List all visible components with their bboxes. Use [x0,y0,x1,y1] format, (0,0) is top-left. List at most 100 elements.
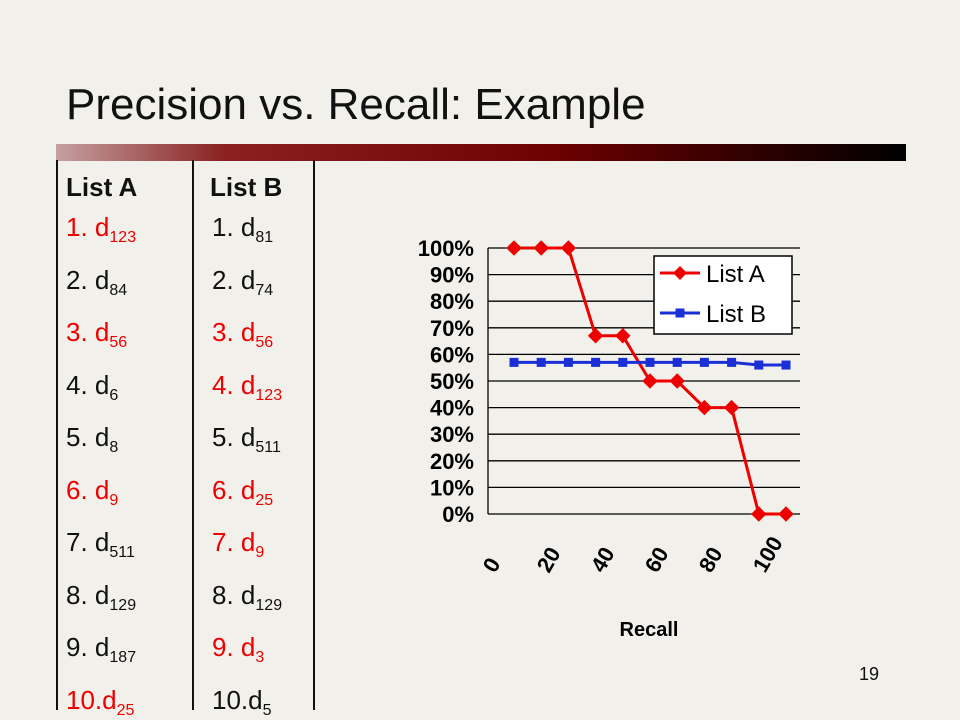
y-tick-label: 30% [430,422,474,447]
y-tick-label: 10% [430,475,474,500]
rank-number: 8. [212,579,234,610]
list-item: 4. d6 [66,369,119,404]
list-item: 8. d129 [212,579,283,614]
list-item: 9. d3 [212,632,264,666]
rank-number: 8. [66,579,88,610]
doc-id-subscript: 187 [109,649,137,666]
doc-id: d [94,579,110,610]
data-point-list-b [509,357,519,367]
x-tick-label: 60 [640,543,674,577]
doc-id: d [248,684,263,715]
list-item: 9. d187 [66,632,137,666]
data-point-list-b [781,360,791,370]
doc-id-subscript: 511 [109,544,135,561]
data-point-list-b [536,357,546,367]
rank-number: 7. [66,527,88,557]
doc-id: d [240,369,256,400]
doc-id-subscript: 123 [109,229,137,246]
list-b-header: List B [210,172,283,202]
page-number: 19 [859,664,880,684]
y-tick-label: 90% [430,263,474,288]
doc-id: d [240,422,256,452]
rank-number: 6. [66,474,88,505]
y-tick-label: 100% [418,236,474,261]
legend-label: List A [706,261,765,288]
data-point-list-a [506,240,522,256]
list-item: 7. d9 [212,527,265,561]
data-point-list-b [754,360,764,370]
rank-number: 1. [212,212,234,242]
list-item: 5. d511 [212,422,281,456]
list-item: 2. d84 [66,264,128,299]
list-item: 1. d81 [212,212,274,246]
doc-id-subscript: 8 [109,439,119,456]
doc-id: d [240,212,256,242]
rank-number: 6. [212,474,234,505]
title-underline-bar [56,144,906,161]
x-axis-title: Recall [620,619,679,641]
doc-id: d [94,422,110,452]
doc-id: d [240,474,256,505]
y-tick-label: 20% [430,449,474,474]
doc-id: d [102,684,117,715]
data-point-list-b [699,357,709,367]
doc-id-subscript: 84 [109,281,128,299]
doc-id-subscript: 9 [109,491,119,509]
data-point-list-a [533,240,549,256]
rank-number: 10. [66,684,103,715]
list-item: 3. d56 [66,317,127,351]
list-a-right-border [192,160,194,710]
list-item: 5. d8 [66,422,119,456]
doc-id: d [94,212,110,242]
list-item: 6. d9 [66,474,119,509]
list-b-right-border [313,160,315,710]
doc-id-subscript: 5 [262,701,272,719]
list-item: 6. d25 [212,474,274,509]
rank-number: 4. [66,369,88,400]
rank-number: 9. [212,632,234,662]
data-point-list-a [587,328,604,344]
data-point-list-b [645,357,655,367]
rank-number: 2. [212,264,234,295]
legend-marker-diamond [673,266,687,280]
doc-id: d [94,317,110,347]
rank-number: 5. [212,422,234,452]
y-tick-label: 40% [430,396,474,421]
doc-id: d [94,264,110,295]
list-item: 10.d25 [66,684,135,719]
x-tick-label: 0 [478,553,506,576]
chart-series [506,240,794,522]
legend-label: List B [706,301,766,328]
data-point-list-a [669,373,685,389]
doc-id-subscript: 129 [255,596,283,614]
data-point-list-a [778,506,794,522]
doc-id: d [240,527,256,557]
rank-number: 1. [66,212,88,242]
list-item: 4. d123 [212,369,282,404]
y-tick-label: 80% [430,289,474,314]
data-point-list-a [696,399,713,416]
x-tick-label: 100 [748,532,788,576]
doc-id-subscript: 9 [255,544,265,561]
rank-number: 5. [66,422,88,452]
doc-id-subscript: 56 [255,334,274,351]
y-tick-label: 60% [430,342,474,367]
list-item: 7. d511 [66,527,135,561]
list-a-left-border [56,160,58,710]
legend-marker-square [675,308,685,318]
data-point-list-b [727,357,737,367]
doc-id-subscript: 6 [109,386,119,404]
list-item: 10.d5 [212,684,272,719]
rank-number: 10. [212,684,249,715]
doc-id-subscript: 511 [255,439,281,456]
doc-id-subscript: 81 [255,229,274,246]
doc-id-subscript: 25 [116,701,135,719]
data-point-list-a [723,399,740,416]
doc-id-subscript: 25 [255,491,274,509]
doc-id-subscript: 74 [255,281,274,299]
x-tick-label: 80 [694,543,728,577]
doc-id: d [240,317,256,347]
doc-id: d [240,264,256,295]
y-tick-label: 70% [430,316,474,341]
